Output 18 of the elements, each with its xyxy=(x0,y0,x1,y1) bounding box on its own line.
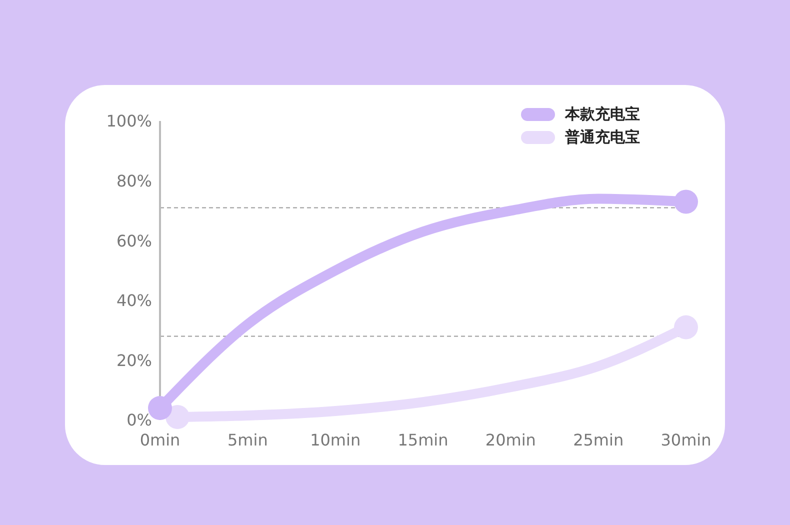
x-tick-label: 15min xyxy=(398,430,448,450)
x-tick-label: 30min xyxy=(660,430,712,450)
y-tick-label: 20% xyxy=(116,350,152,370)
x-tick-label: 5min xyxy=(227,430,268,450)
legend-label: 本款充电宝 xyxy=(565,105,640,124)
point xyxy=(674,190,698,214)
y-tick-label: 0% xyxy=(126,410,152,430)
y-tick-label: 80% xyxy=(116,171,152,190)
point xyxy=(166,405,190,430)
x-tick-label: 25min xyxy=(573,430,624,450)
y-tick-label: 100% xyxy=(106,112,152,131)
legend-label: 普通充电宝 xyxy=(565,128,640,147)
y-tick-label: 60% xyxy=(116,231,152,250)
x-tick-label: 10min xyxy=(310,430,361,450)
point xyxy=(674,315,698,340)
y-tick-label: 40% xyxy=(116,291,152,310)
x-tick-label: 20min xyxy=(485,430,536,450)
x-tick-label: 0min xyxy=(140,430,180,450)
